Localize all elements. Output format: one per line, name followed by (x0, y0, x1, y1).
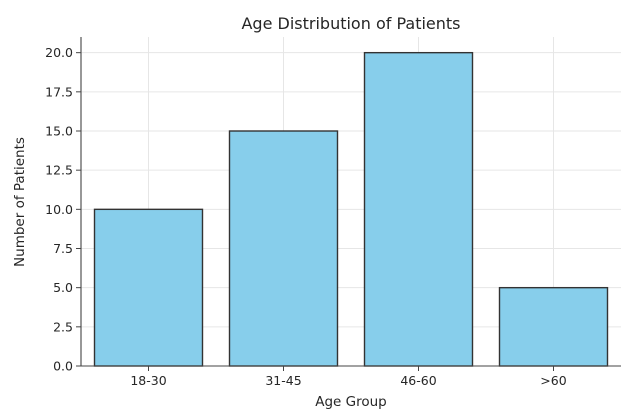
y-axis-label: Number of Patients (12, 137, 28, 267)
y-tick-label: 0.0 (53, 359, 73, 374)
x-tick-label: >60 (540, 373, 566, 388)
bar-31-45 (228, 130, 339, 367)
x-tick-label: 18-30 (130, 373, 166, 388)
y-tick-label: 15.0 (45, 124, 73, 139)
bar-60 (498, 286, 609, 367)
chart-title: Age Distribution of Patients (241, 14, 460, 33)
y-tick-label: 17.5 (45, 84, 73, 99)
y-tick-label: 10.0 (45, 202, 73, 217)
y-tick-label: 12.5 (45, 163, 73, 178)
y-tick-label: 7.5 (53, 241, 73, 256)
bar-18-30 (93, 208, 204, 367)
y-tick-label: 20.0 (45, 45, 73, 60)
x-tick-label: 46-60 (400, 373, 436, 388)
x-axis-label: Age Group (315, 394, 387, 410)
bars (93, 51, 609, 367)
y-tick-label: 5.0 (53, 280, 73, 295)
bar-46-60 (363, 51, 474, 367)
y-tick-label: 2.5 (53, 319, 73, 334)
tick-labels: 0.0 2.5 5.0 7.5 10.0 12.5 15.0 17.5 20.0 18-30 31-… (45, 45, 567, 388)
axes (76, 37, 621, 371)
x-tick-label: 31-45 (265, 373, 301, 388)
